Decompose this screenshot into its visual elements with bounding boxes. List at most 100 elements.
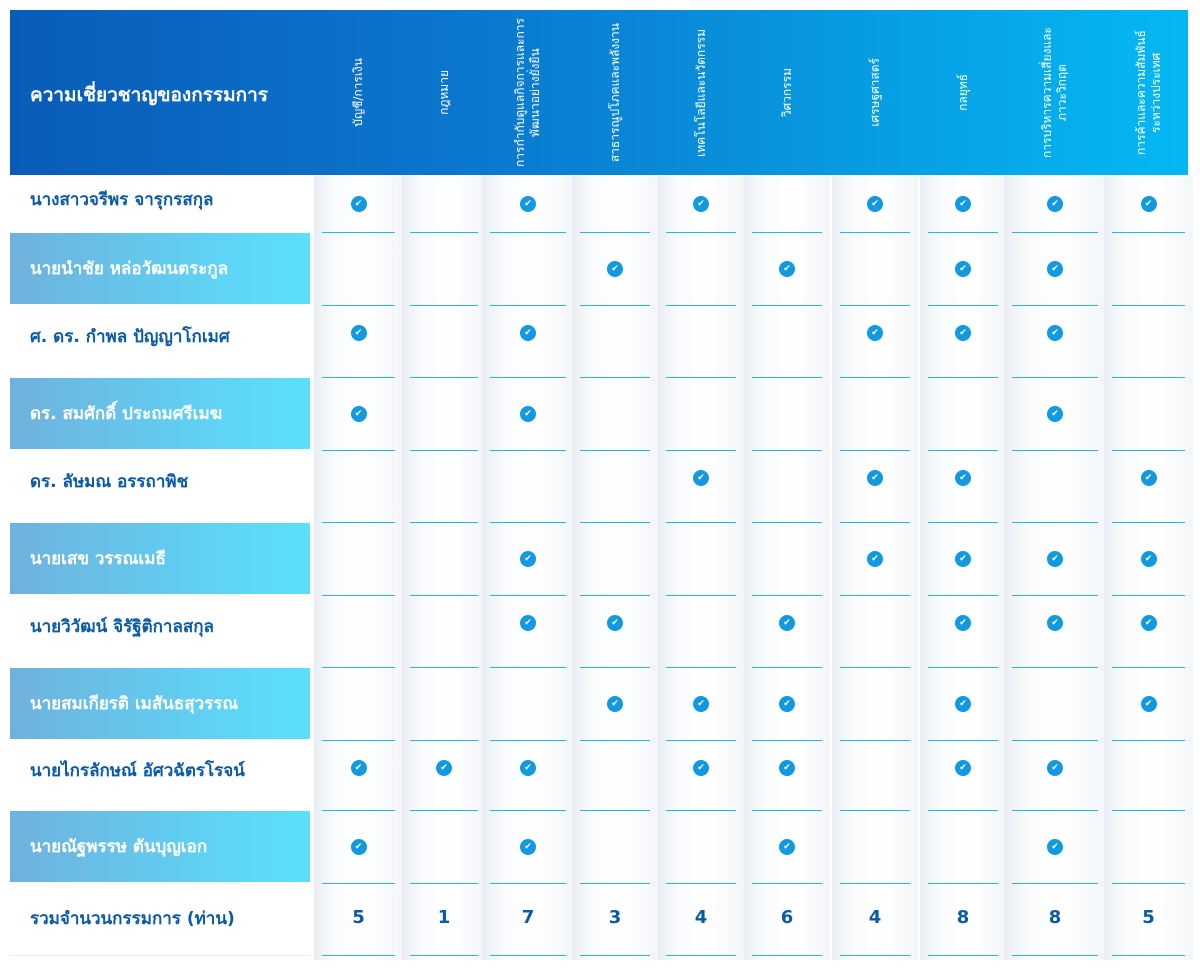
row-divider <box>666 522 736 523</box>
row-divider <box>1012 522 1098 523</box>
row-divider <box>666 305 736 306</box>
row-divider <box>928 740 998 741</box>
row-divider <box>666 883 736 884</box>
check-circle-icon: ✔ <box>1047 405 1063 422</box>
row-divider <box>322 955 395 956</box>
check-circle-icon: ✔ <box>779 695 795 712</box>
row-divider <box>580 667 650 668</box>
row-divider <box>1012 810 1098 811</box>
row-divider <box>840 740 910 741</box>
director-name: ดร. ลัษมณ อรรถาพิช <box>30 471 189 492</box>
check-circle-icon: ✔ <box>1140 615 1157 631</box>
row-divider <box>490 450 566 451</box>
check-circle-icon: ✔ <box>350 760 367 776</box>
table-header: ความเชี่ยวชาญของกรรมการ <box>10 10 1188 175</box>
row-divider <box>410 232 478 233</box>
check-circle-icon: ✔ <box>1047 760 1063 776</box>
row-divider <box>410 667 478 668</box>
row-divider <box>490 377 566 378</box>
column-header: วิศวกรรม <box>752 10 822 175</box>
director-name: นางสาวจรีพร จารุกรสกุล <box>30 189 214 210</box>
row-divider <box>490 522 566 523</box>
row-divider <box>928 377 998 378</box>
row-divider <box>1112 522 1185 523</box>
column-header: เศรษฐศาสตร์ <box>840 10 910 175</box>
row-divider <box>840 810 910 811</box>
check-circle-icon: ✔ <box>1047 196 1063 212</box>
check-circle-icon: ✔ <box>955 760 971 776</box>
row-divider <box>666 810 736 811</box>
check-circle-icon: ✔ <box>520 838 536 855</box>
row-divider <box>666 232 736 233</box>
check-circle-icon: ✔ <box>607 615 623 631</box>
row-divider <box>1112 955 1185 956</box>
column-background <box>402 175 486 960</box>
check-circle-icon: ✔ <box>693 470 709 486</box>
check-circle-icon: ✔ <box>955 615 971 631</box>
row-divider <box>490 810 566 811</box>
row-divider <box>322 377 395 378</box>
row-divider <box>752 740 822 741</box>
column-total: 7 <box>521 907 535 928</box>
director-name: นายสมเกียรติ เมสันธสุวรรณ <box>10 668 310 739</box>
column-header: สาธารณูปโภคและพลังงาน <box>580 10 650 175</box>
check-circle-icon: ✔ <box>520 405 536 422</box>
row-divider <box>666 377 736 378</box>
column-header: การค้าและความสัมพันธ์ระหว่างประเทศ <box>1112 10 1185 175</box>
row-divider <box>322 232 395 233</box>
check-circle-icon: ✔ <box>520 615 536 631</box>
column-total: 4 <box>868 907 882 928</box>
check-circle-icon: ✔ <box>1047 550 1063 567</box>
row-divider <box>490 883 566 884</box>
row-divider <box>752 595 822 596</box>
row-divider <box>1012 883 1098 884</box>
column-header-label: การบริหารความเสี่ยงและภาวะวิกฤต <box>1040 27 1069 158</box>
row-divider <box>752 522 822 523</box>
column-total: 5 <box>352 907 365 928</box>
row-divider <box>580 522 650 523</box>
check-circle-icon: ✔ <box>955 695 971 712</box>
row-divider <box>322 810 395 811</box>
row-divider <box>322 450 395 451</box>
row-divider <box>410 595 478 596</box>
check-circle-icon: ✔ <box>607 260 623 277</box>
row-divider <box>752 810 822 811</box>
check-circle-icon: ✔ <box>520 550 536 567</box>
director-name: นายณัฐพรรษ ตันบุญเอก <box>10 811 310 882</box>
column-total: 8 <box>1048 907 1062 928</box>
row-divider <box>840 667 910 668</box>
row-divider <box>1012 667 1098 668</box>
check-circle-icon: ✔ <box>350 405 367 422</box>
check-circle-icon: ✔ <box>1140 196 1157 212</box>
check-circle-icon: ✔ <box>693 695 709 712</box>
row-divider <box>666 955 736 956</box>
row-divider <box>580 810 650 811</box>
row-divider <box>322 883 395 884</box>
check-circle-icon: ✔ <box>693 760 709 776</box>
check-circle-icon: ✔ <box>867 470 883 486</box>
row-divider <box>928 955 998 956</box>
row-divider <box>1012 232 1098 233</box>
row-divider <box>666 595 736 596</box>
column-header: เทคโนโลยีและนวัตกรรม <box>666 10 736 175</box>
row-divider <box>840 232 910 233</box>
column-background <box>832 175 918 960</box>
row-divider <box>580 955 650 956</box>
check-circle-icon: ✔ <box>607 695 623 712</box>
row-divider <box>840 955 910 956</box>
column-header: กฎหมาย <box>410 10 478 175</box>
check-circle-icon: ✔ <box>867 196 883 212</box>
row-divider <box>752 232 822 233</box>
row-divider <box>1112 305 1185 306</box>
check-circle-icon: ✔ <box>955 260 971 277</box>
row-divider <box>928 883 998 884</box>
check-circle-icon: ✔ <box>779 260 795 277</box>
row-divider <box>752 377 822 378</box>
column-header-label: กลยุทธ์ <box>955 74 970 111</box>
check-circle-icon: ✔ <box>779 760 795 776</box>
row-divider <box>1012 450 1098 451</box>
row-divider <box>10 955 310 956</box>
row-divider <box>410 955 478 956</box>
row-divider <box>840 595 910 596</box>
row-divider <box>840 450 910 451</box>
